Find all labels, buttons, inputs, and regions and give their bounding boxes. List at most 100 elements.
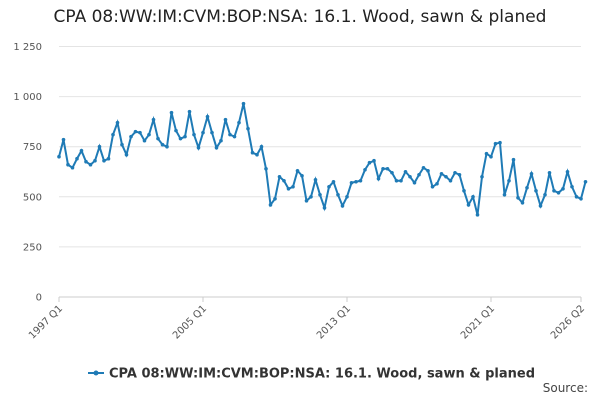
point: [331, 179, 336, 184]
point: [160, 142, 165, 147]
point: [192, 132, 196, 137]
point: [376, 176, 381, 181]
point: [183, 134, 187, 139]
point: [142, 138, 147, 143]
point: [493, 141, 498, 146]
point: [381, 166, 385, 171]
point: [525, 185, 529, 190]
point: [561, 186, 565, 191]
point: [196, 145, 201, 150]
point: [475, 213, 480, 217]
point: [124, 152, 129, 157]
x-tick-label: 2013 Q1: [315, 303, 353, 341]
point: [426, 168, 430, 173]
point: [138, 130, 142, 135]
point: [309, 195, 313, 199]
point: [489, 154, 493, 159]
point: [457, 172, 462, 177]
point: [300, 173, 304, 178]
y-tick-label: 1 000: [13, 92, 42, 103]
point: [511, 157, 516, 162]
point: [268, 203, 273, 207]
y-tick-label: 0: [36, 293, 42, 304]
point: [88, 162, 93, 167]
y-tick-label: 500: [23, 192, 42, 203]
point: [151, 117, 156, 122]
point: [421, 165, 426, 170]
point: [187, 109, 192, 114]
point: [534, 188, 538, 193]
point: [574, 195, 579, 199]
point: [385, 166, 390, 171]
point: [516, 196, 520, 200]
point: [93, 158, 97, 163]
point: [466, 203, 471, 207]
point: [282, 178, 286, 183]
point: [363, 167, 367, 172]
point: [169, 110, 174, 115]
point: [129, 134, 133, 139]
chart-title: CPA 08:WW:IM:CVM:BOP:NSA: 16.1. Wood, sa…: [54, 7, 547, 27]
point: [156, 136, 160, 141]
point: [340, 204, 345, 208]
point: [565, 169, 570, 174]
point: [399, 178, 403, 183]
point: [583, 179, 588, 184]
point: [75, 156, 79, 161]
legend-marker: [93, 370, 99, 376]
point: [570, 184, 574, 189]
point: [390, 170, 394, 175]
point: [444, 174, 448, 179]
point: [147, 132, 151, 137]
point: [201, 130, 205, 135]
legend-label: CPA 08:WW:IM:CVM:BOP:NSA: 16.1. Wood, sa…: [109, 367, 535, 382]
point: [367, 160, 372, 165]
point: [210, 130, 214, 135]
point: [246, 126, 250, 131]
point: [448, 178, 453, 183]
point: [286, 186, 291, 191]
point: [439, 171, 444, 176]
point: [336, 192, 340, 197]
x-tick-label: 2021 Q1: [459, 303, 497, 341]
point: [507, 178, 511, 183]
point: [66, 162, 70, 167]
point: [165, 144, 169, 149]
point: [498, 140, 502, 145]
x-tick-label: 1997 Q1: [27, 303, 65, 341]
point: [273, 197, 277, 201]
point: [502, 192, 507, 197]
point: [304, 199, 309, 203]
point: [538, 204, 543, 208]
point: [223, 117, 228, 122]
point: [277, 174, 282, 179]
x-tick-label: 2005 Q1: [171, 303, 209, 341]
point: [480, 174, 484, 179]
point: [430, 184, 435, 189]
y-tick-label: 250: [23, 242, 42, 253]
point: [133, 129, 138, 134]
point: [547, 170, 552, 175]
point: [61, 137, 66, 142]
point: [259, 144, 264, 149]
point: [228, 132, 232, 137]
point: [484, 151, 489, 156]
point: [295, 168, 300, 173]
point: [318, 192, 322, 197]
point: [102, 158, 106, 163]
point: [579, 197, 583, 201]
point: [403, 169, 408, 174]
point: [255, 152, 259, 157]
y-tick-label: 750: [23, 142, 42, 153]
point: [70, 165, 75, 170]
point: [552, 188, 556, 193]
point: [106, 156, 111, 161]
point: [327, 184, 331, 189]
point: [250, 150, 255, 155]
point: [529, 171, 534, 176]
point: [453, 170, 457, 175]
point: [264, 166, 268, 171]
point: [322, 206, 327, 210]
point: [291, 184, 295, 189]
